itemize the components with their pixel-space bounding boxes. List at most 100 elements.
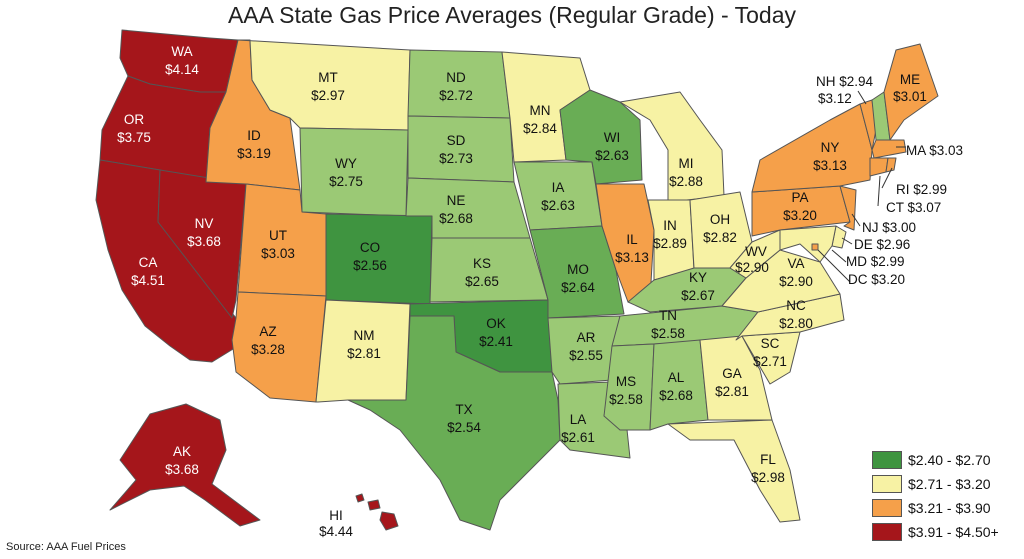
or-abbr: OR <box>124 112 145 127</box>
state-al[interactable] <box>649 339 709 431</box>
ar-price: $2.55 <box>569 348 603 363</box>
mn-price: $2.84 <box>523 121 557 136</box>
dc-callout: DC $3.20 <box>848 272 905 287</box>
ny-abbr: NY <box>821 140 840 155</box>
state-ma[interactable] <box>871 139 907 159</box>
ny-price: $3.13 <box>813 158 847 173</box>
ms-abbr: MS <box>616 374 636 389</box>
legend-swatch <box>872 451 902 469</box>
legend-item: $3.21 - $3.90 <box>872 497 1022 519</box>
nv-abbr: NV <box>195 216 214 231</box>
legend-swatch <box>872 523 902 541</box>
mt-abbr: MT <box>318 70 338 85</box>
ia-price: $2.63 <box>541 198 575 213</box>
state-nj[interactable] <box>839 185 857 231</box>
ca-price: $4.51 <box>131 273 165 288</box>
ne-price: $2.68 <box>439 211 473 226</box>
in-abbr: IN <box>663 218 677 233</box>
nc-price: $2.80 <box>779 316 813 331</box>
ga-price: $2.81 <box>715 384 749 399</box>
mi-abbr: MI <box>679 156 694 171</box>
legend-label: $3.21 - $3.90 <box>908 500 991 516</box>
sc-price: $2.71 <box>753 354 787 369</box>
co-abbr: CO <box>360 240 380 255</box>
ca-abbr: CA <box>139 255 158 270</box>
state-wi[interactable] <box>559 89 643 185</box>
mn-abbr: MN <box>530 103 551 118</box>
md-callout: MD $2.99 <box>846 254 905 269</box>
legend-swatch <box>872 475 902 493</box>
sc-abbr: SC <box>761 336 780 351</box>
legend-swatch <box>872 499 902 517</box>
state-sd[interactable] <box>407 115 515 183</box>
ky-abbr: KY <box>689 270 707 285</box>
nm-abbr: NM <box>354 328 375 343</box>
me-abbr: ME <box>900 72 920 87</box>
ks-price: $2.65 <box>465 274 499 289</box>
legend-item: $3.91 - $4.50+ <box>872 521 1022 543</box>
co-price: $2.56 <box>353 258 387 273</box>
wi-price: $2.63 <box>595 148 629 163</box>
mt-price: $2.97 <box>311 88 345 103</box>
ga-abbr: GA <box>722 366 742 381</box>
state-tx[interactable] <box>347 315 561 531</box>
state-ak[interactable] <box>109 403 261 527</box>
ut-price: $3.03 <box>261 246 295 261</box>
state-md[interactable] <box>779 225 837 263</box>
hi-abbr: HI <box>329 508 343 523</box>
legend-label: $2.40 - $2.70 <box>908 452 991 468</box>
state-ia[interactable] <box>513 161 603 231</box>
mi-price: $2.88 <box>669 174 703 189</box>
al-abbr: AL <box>668 370 685 385</box>
az-price: $3.28 <box>251 342 285 357</box>
wa-price: $4.14 <box>165 62 199 77</box>
id-price: $3.19 <box>237 146 271 161</box>
wy-price: $2.75 <box>329 174 363 189</box>
nv-price: $3.68 <box>187 234 221 249</box>
pa-abbr: PA <box>791 190 808 205</box>
wy-abbr: WY <box>335 156 357 171</box>
state-hi-big-island[interactable] <box>379 511 399 531</box>
ky-price: $2.67 <box>681 288 715 303</box>
pa-price: $3.20 <box>783 208 817 223</box>
state-ri[interactable] <box>885 157 897 173</box>
wv-abbr: WV <box>745 244 767 259</box>
sd-price: $2.73 <box>439 151 473 166</box>
state-wy[interactable] <box>299 127 409 217</box>
in-price: $2.89 <box>653 236 687 251</box>
ks-abbr: KS <box>473 256 491 271</box>
state-ny[interactable] <box>751 103 873 193</box>
state-hi[interactable] <box>367 499 381 511</box>
ma-callout: MA $3.03 <box>906 143 963 158</box>
ut-abbr: UT <box>269 228 287 243</box>
fl-price: $2.98 <box>751 470 785 485</box>
state-ct[interactable] <box>869 157 889 177</box>
state-fl[interactable] <box>667 419 801 523</box>
ok-abbr: OK <box>486 316 506 331</box>
hi-price: $4.44 <box>319 524 353 539</box>
state-ar[interactable] <box>547 315 621 385</box>
ak-price: $3.68 <box>165 462 199 477</box>
ri-callout: RI $2.99 <box>896 182 947 197</box>
nm-price: $2.81 <box>347 346 381 361</box>
state-ga[interactable] <box>699 335 773 421</box>
state-ms[interactable] <box>603 343 655 431</box>
nc-abbr: NC <box>786 298 806 313</box>
vt-callout: $3.12 <box>818 91 852 106</box>
map-title: AAA State Gas Price Averages (Regular Gr… <box>227 2 797 28</box>
tn-price: $2.58 <box>651 326 685 341</box>
ar-abbr: AR <box>577 330 596 345</box>
state-dc[interactable] <box>811 243 819 251</box>
la-price: $2.61 <box>561 430 595 445</box>
la-abbr: LA <box>570 412 587 427</box>
va-price: $2.90 <box>779 274 813 289</box>
legend-label: $2.71 - $3.20 <box>908 476 991 492</box>
wa-abbr: WA <box>171 44 192 59</box>
tx-price: $2.54 <box>447 420 481 435</box>
wv-price: $2.90 <box>735 260 769 275</box>
nh-callout: NH $2.94 <box>816 74 874 89</box>
state-hi-maui[interactable] <box>355 493 365 503</box>
oh-price: $2.82 <box>703 230 737 245</box>
ms-price: $2.58 <box>609 392 643 407</box>
